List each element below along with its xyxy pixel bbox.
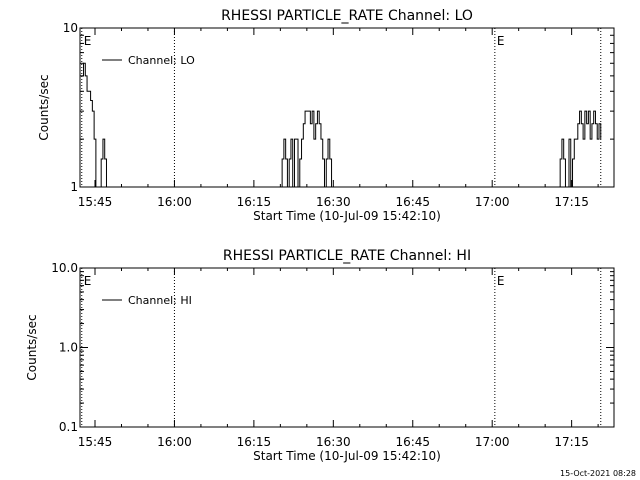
event-marker-label: E	[497, 34, 505, 48]
y-tick-label: 0.1	[59, 420, 78, 434]
x-tick-label: 16:45	[395, 195, 430, 209]
chart-panel-2: RHESSI PARTICLE_RATE Channel: HI 15:45 16:…	[25, 248, 615, 463]
x-axis-label: Start Time (10-Jul-09 15:42:10)	[253, 209, 441, 223]
x-tick-label: 15:45	[78, 435, 113, 449]
y-axis-label: Counts/sec	[37, 74, 51, 140]
x-axis-label: Start Time (10-Jul-09 15:42:10)	[253, 449, 441, 463]
chart-panel-1: RHESSI PARTICLE_RATE Channel: LO 15:45 16:…	[37, 8, 615, 223]
legend-label: Channel: HI	[128, 294, 192, 307]
x-tick-label: 16:00	[157, 195, 192, 209]
x-tick-label: 15:45	[78, 195, 113, 209]
x-tick-label: 16:30	[316, 435, 351, 449]
y-tick-label: 10	[63, 21, 78, 35]
chart-title: RHESSI PARTICLE_RATE Channel: HI	[223, 248, 471, 264]
x-tick-label: 16:00	[157, 435, 192, 449]
x-tick-label: 17:00	[475, 195, 510, 209]
x-tick-label: 16:15	[237, 435, 272, 449]
series-line-1	[81, 62, 602, 188]
x-tick-label: 16:15	[237, 195, 272, 209]
x-tick-label: 16:45	[395, 435, 430, 449]
y-tick-label: 1.0	[59, 341, 78, 355]
y-axis-label: Counts/sec	[25, 314, 39, 380]
x-tick-label: 17:00	[475, 435, 510, 449]
y-tick-label: 10.0	[51, 261, 78, 275]
footer-timestamp: 15-Oct-2021 08:28	[560, 469, 636, 478]
event-marker-label: E	[84, 34, 92, 48]
x-tick-label: 16:30	[316, 195, 351, 209]
x-tick-label: 17:15	[554, 435, 589, 449]
event-marker-label: E	[84, 274, 92, 288]
x-tick-label: 17:15	[554, 195, 589, 209]
chart-title: RHESSI PARTICLE_RATE Channel: LO	[221, 8, 473, 24]
y-tick-label: 1	[70, 180, 78, 194]
plot-frame	[79, 27, 615, 188]
plot-frame	[79, 267, 615, 428]
legend-label: Channel: LO	[128, 54, 195, 67]
event-marker-label: E	[497, 274, 505, 288]
